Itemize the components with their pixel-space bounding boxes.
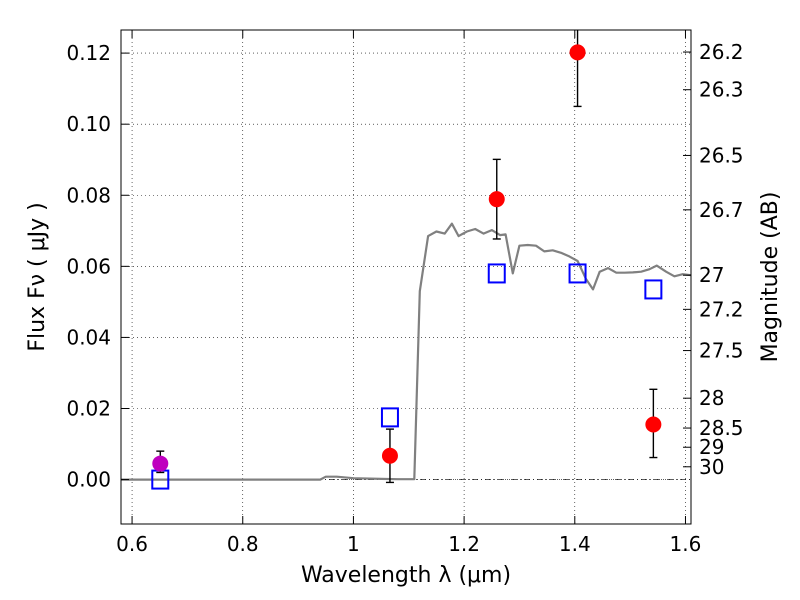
x-tick-label: 0.8 [227, 532, 259, 556]
x-tick-label: 0.6 [116, 532, 148, 556]
observed-data-point [569, 44, 586, 61]
right-tick-label: 26.3 [699, 78, 744, 102]
plot-frame [120, 29, 692, 525]
right-axis-label: Magnitude (AB) [758, 192, 783, 363]
observed-data-point [381, 447, 398, 464]
right-tick-label: 28.5 [699, 416, 744, 440]
y-tick-label: 0.12 [66, 41, 111, 65]
observed-data-point [488, 191, 505, 208]
model-photometry-square [380, 407, 399, 428]
optical-data-point [152, 455, 169, 472]
observed-data-point [645, 416, 662, 433]
y-tick-label: 0.04 [66, 325, 111, 349]
model-photometry-square [644, 279, 663, 300]
right-tick-label: 26.2 [699, 40, 744, 64]
y-axis-ticks: 0.00 0.02 0.04 0.06 0.08 0.10 0.12 [66, 41, 129, 492]
grid [121, 30, 691, 524]
x-tick-label: 1.4 [559, 532, 591, 556]
x-tick-label: 1 [347, 532, 360, 556]
x-axis-ticks: 0.6 0.8 1 1.2 1.4 1.6 [116, 30, 701, 556]
right-tick-label: 27.2 [699, 297, 744, 321]
right-tick-label: 27.5 [699, 339, 744, 363]
right-tick-label: 29 [699, 435, 724, 459]
y-tick-label: 0.00 [66, 468, 111, 492]
y-tick-label: 0.06 [66, 254, 111, 278]
data-series [121, 30, 692, 490]
x-tick-label: 1.2 [448, 532, 480, 556]
y-axis-label: Flux Fν ( μJy ) [25, 202, 50, 351]
y-tick-label: 0.10 [66, 112, 111, 136]
y-tick-label: 0.08 [66, 183, 111, 207]
y-tick-label: 0.02 [66, 396, 111, 420]
right-tick-label: 26.7 [699, 198, 744, 222]
model-photometry-square [568, 263, 587, 284]
model-spectrum-line [121, 222, 692, 481]
x-tick-label: 1.6 [670, 532, 702, 556]
right-tick-label: 27 [699, 263, 724, 287]
x-axis-label: Wavelength λ (μm) [301, 563, 511, 588]
right-tick-label: 30 [699, 455, 724, 479]
right-tick-label: 26.5 [699, 143, 744, 167]
model-photometry-square [487, 263, 506, 284]
right-tick-label: 28 [699, 386, 724, 410]
